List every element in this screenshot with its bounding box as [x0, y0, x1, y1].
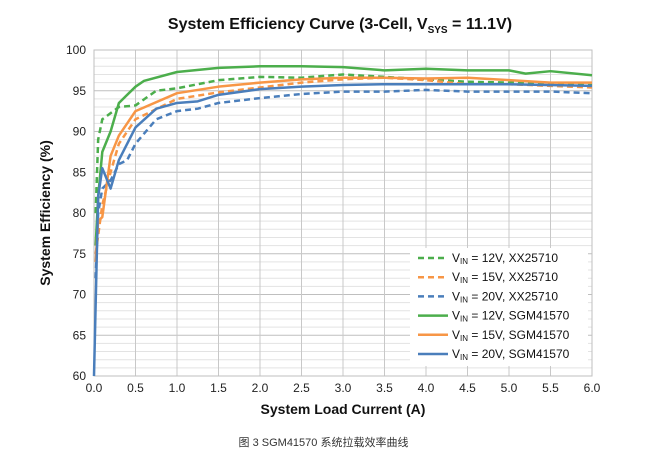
- y-tick-label: 70: [73, 288, 87, 302]
- series-line-5: [92, 82, 593, 377]
- legend-entry: VIN = 12V, SGM41570: [452, 309, 570, 324]
- x-tick-label: 4.5: [459, 381, 476, 395]
- legend-entry: VIN = 12V, XX25710: [452, 251, 558, 266]
- legend-entry: VIN = 15V, XX25710: [452, 270, 558, 285]
- title-subscript: SYS: [427, 25, 448, 37]
- title-tail: = 11.1V): [447, 16, 513, 33]
- y-tick-label: 90: [73, 125, 87, 139]
- x-tick-label: 4.0: [418, 381, 435, 395]
- y-tick-label: 95: [73, 84, 87, 98]
- series-line-3: [94, 65, 593, 246]
- legend-entry: VIN = 20V, SGM41570: [452, 347, 570, 362]
- y-tick-label: 85: [73, 165, 87, 179]
- y-tick-label: 100: [66, 43, 86, 57]
- y-tick-label: 65: [73, 328, 87, 342]
- figure-caption: 图 3 SGM41570 系统拉载效率曲线: [238, 437, 409, 449]
- x-tick-label: 0.0: [86, 381, 103, 395]
- x-tick-label: 2.5: [293, 381, 310, 395]
- series-line-0: [94, 73, 593, 214]
- legend-entry: VIN = 20V, XX25710: [452, 289, 558, 304]
- plot-border: [93, 49, 593, 377]
- x-tick-label: 2.0: [252, 381, 269, 395]
- y-axis-label: System Efficiency (%): [37, 140, 53, 286]
- chart-title: System Efficiency Curve (3-Cell, VSYS = …: [0, 16, 647, 36]
- x-tick-label: 5.5: [542, 381, 559, 395]
- x-tick-label: 5.0: [501, 381, 518, 395]
- x-tick-label: 1.5: [210, 381, 227, 395]
- title-main: System Efficiency Curve (3-Cell, V: [167, 16, 428, 33]
- legend-box: [410, 248, 588, 366]
- x-tick-label: 1.0: [169, 381, 186, 395]
- x-tick-label: 3.5: [376, 381, 393, 395]
- x-axis-label: System Load Current (A): [261, 401, 426, 417]
- series-line-4: [94, 76, 592, 262]
- y-tick-label: 60: [73, 369, 87, 383]
- series-line-2: [94, 88, 593, 279]
- y-tick-label: 75: [73, 247, 87, 261]
- legend-entry: VIN = 15V, SGM41570: [452, 328, 570, 343]
- x-tick-label: 0.5: [127, 381, 144, 395]
- y-tick-label: 80: [73, 206, 87, 220]
- x-tick-label: 3.0: [335, 381, 352, 395]
- x-tick-label: 6.0: [584, 381, 601, 395]
